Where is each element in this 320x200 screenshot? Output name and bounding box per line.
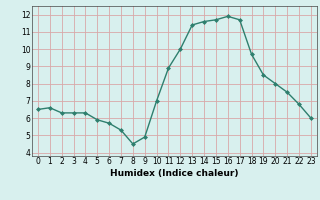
X-axis label: Humidex (Indice chaleur): Humidex (Indice chaleur): [110, 169, 239, 178]
